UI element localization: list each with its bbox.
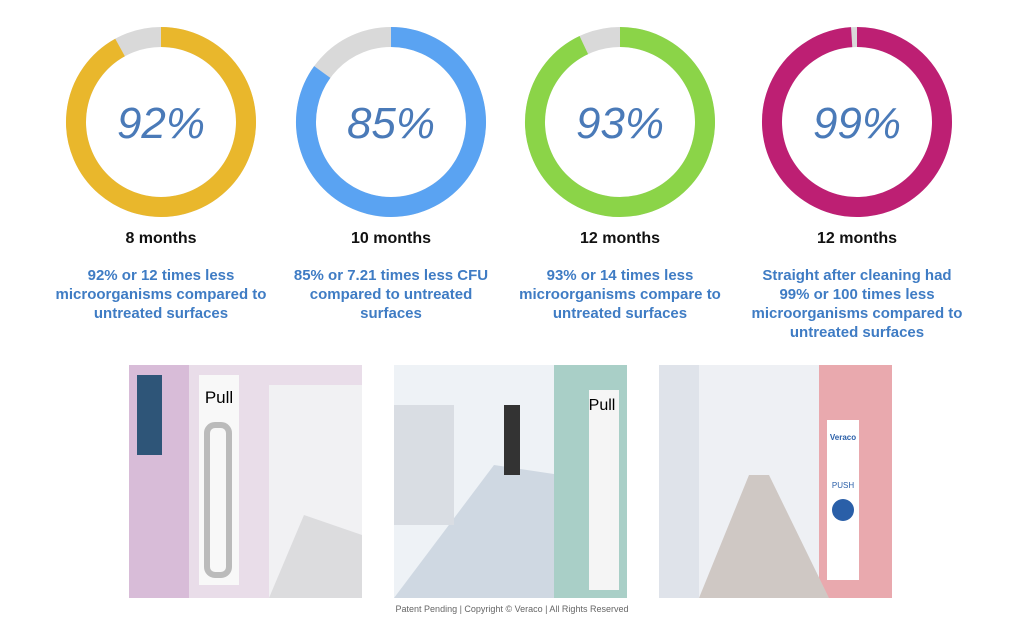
photo-sign: Pull (205, 388, 233, 407)
chart-caption: Straight after cleaning had 99% or 100 t… (751, 267, 963, 341)
donut-chart: 93% (525, 27, 715, 217)
photo-art: Pull (129, 365, 362, 598)
chart-subtitle: 10 months (350, 230, 431, 247)
donut-chart: 92% (66, 27, 256, 217)
chart: 85% 10 months 85% or 7.21 times less CFU c… (276, 0, 506, 322)
chart: 93% 12 months 93% or 14 times less microor… (505, 0, 735, 322)
donut-arc (525, 27, 715, 217)
chart: 99% 12 months Straight after cleaning had … (742, 0, 972, 341)
chart-subtitle: 12 months (579, 230, 660, 247)
footer: Patent Pending | Copyright © Veraco | Al… (395, 604, 629, 614)
photo-art: Veraco PUSH (659, 365, 892, 598)
photo: Pull (394, 365, 627, 598)
value-label: 92% (117, 99, 205, 148)
donut-chart: 99% (762, 27, 952, 217)
chart-caption: 93% or 14 times less microorganisms comp… (519, 267, 721, 322)
chart: 92% 8 months 92% or 12 times less microorg… (46, 0, 276, 322)
photo-sign: Pull (589, 397, 616, 414)
donut-arc (296, 27, 486, 217)
photo: Veraco PUSH (659, 365, 892, 598)
photo-sign: PUSH (832, 481, 854, 490)
photo-art: Pull (394, 365, 627, 598)
donut-chart: 85% (296, 27, 486, 217)
value-label: 85% (347, 99, 435, 148)
donut-arc (762, 27, 952, 217)
chart-caption: 85% or 7.21 times less CFU compared to u… (293, 267, 489, 322)
chart-caption: 92% or 12 times less microorganisms comp… (55, 267, 267, 322)
donut-arc (66, 27, 256, 217)
value-label: 99% (813, 99, 901, 148)
chart-subtitle: 12 months (816, 230, 897, 247)
value-label: 93% (576, 99, 664, 148)
photo-brand: Veraco (830, 433, 856, 442)
photo: Pull (129, 365, 362, 598)
chart-subtitle: 8 months (125, 230, 197, 247)
